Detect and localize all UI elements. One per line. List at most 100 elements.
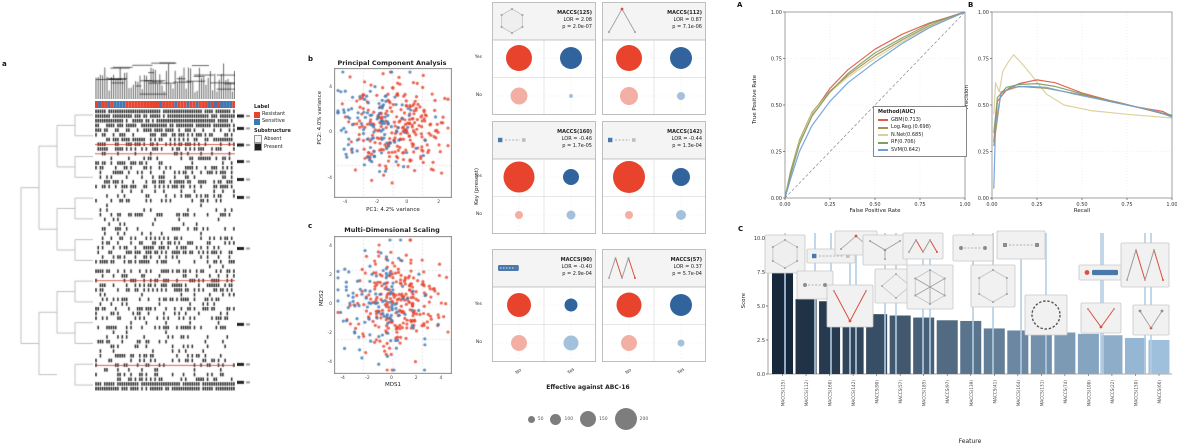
- bar: [772, 270, 794, 374]
- panel-letter-a: a: [2, 60, 7, 68]
- motif-dot: [607, 30, 611, 34]
- bar: [889, 315, 911, 374]
- curve-SVM(0.642): [784, 11, 966, 199]
- x-tick-label: 0.75: [914, 202, 925, 208]
- bubble-panel-border: [602, 121, 706, 234]
- motif-dot: [633, 30, 637, 34]
- bar-x-tick-label: MACCS(164): [1016, 380, 1021, 407]
- motif-line: [1100, 308, 1115, 328]
- motif-dot: [1126, 279, 1128, 281]
- y-tick-label: 0.25: [978, 150, 989, 156]
- legend-label-title: Label: [254, 104, 270, 110]
- bar: [1124, 337, 1146, 374]
- roc-legend-label: N.Net(0.685): [891, 131, 924, 138]
- motif-line: [884, 240, 901, 251]
- motif-inset: [970, 264, 1016, 308]
- bubble-header-bg: [603, 122, 705, 159]
- bubble-col-tick: No: [515, 368, 523, 376]
- bubble: [564, 298, 578, 312]
- motif-inset: [826, 284, 874, 328]
- bubble-panel-border: [492, 2, 596, 115]
- motif-line: [1144, 249, 1155, 281]
- panel-letter-C: C: [738, 225, 744, 233]
- motif-dot: [915, 239, 917, 241]
- bubble: [672, 168, 690, 186]
- bubble: [616, 292, 642, 318]
- header-stat-text: MACCS(125): [557, 10, 592, 16]
- y-tick-label: 0.0: [757, 372, 765, 378]
- bubble: [507, 293, 531, 317]
- motif-dot: [783, 266, 787, 270]
- legend-swatch: [254, 135, 262, 143]
- bar: [983, 328, 1005, 374]
- bubble-row-tick: No: [475, 212, 482, 217]
- motif-dot: [521, 25, 524, 29]
- panel-letter-b: b: [308, 55, 314, 63]
- y-tick-label: 0.75: [771, 57, 782, 63]
- motif-line: [1139, 310, 1152, 329]
- bar-x-tick-label: MACCS(74): [1063, 380, 1068, 404]
- motif-square: [522, 138, 526, 142]
- pca-x-axis-label: PC1: 4.2% variance: [366, 207, 420, 213]
- y-tick-label: -2: [327, 330, 333, 336]
- bubble-col-tick: Yes: [567, 367, 576, 376]
- y-tick-label: 0.00: [771, 196, 782, 202]
- panel-heatmap: a Label Resistant Sensitive Substructure Abs…: [0, 55, 310, 400]
- motif-line: [1150, 310, 1163, 329]
- motif-dot: [1084, 270, 1090, 275]
- panel-letter-c: c: [308, 222, 313, 230]
- bar-x-tick-label: MACCS(125): [781, 380, 786, 407]
- panel-bars: C Score 0.0 2.5 5.0 7.5 10.0 MACCS(125) MACCS(…: [735, 225, 1177, 448]
- x-tick-label: 0.25: [824, 202, 835, 208]
- motif-dot: [1162, 279, 1164, 281]
- motif-square: [1003, 243, 1007, 247]
- motif-dot: [521, 13, 524, 17]
- bubble-panel: MACCS(112)LOR = 0.87p = 7.1e-06: [602, 2, 706, 115]
- bar: [1054, 332, 1076, 374]
- bar-x-tick-label: MACCS(22): [1110, 380, 1115, 404]
- bubble: [563, 335, 579, 351]
- legend-item: Absent: [254, 135, 312, 143]
- bar: [1007, 330, 1029, 374]
- bubble-panel-border: [602, 2, 706, 115]
- motif-line: [621, 8, 636, 33]
- mds-x-axis-label: MDS1: [385, 382, 401, 388]
- x-tick-label: 0.25: [1031, 202, 1042, 208]
- bar-x-tick-label: MACCS(185): [922, 380, 927, 407]
- bubble-row-tick: Yes: [474, 55, 482, 60]
- bubbles-x-axis-label: Effective against ABC-16: [546, 384, 630, 391]
- motif-chip: [498, 265, 519, 271]
- roc-legend-item: Log.Reg.(0.698): [878, 124, 962, 132]
- motif-line: [621, 257, 629, 279]
- motif-line: [608, 8, 623, 33]
- motif-dot: [510, 31, 514, 35]
- motif-line: [869, 240, 886, 251]
- size-legend-value: 150: [599, 416, 608, 422]
- motif-dot: [803, 283, 807, 287]
- panel-roc: A True Positive Rate 0.00 0.25 0.50 0.75 1.0…: [735, 0, 975, 223]
- bubble: [566, 210, 576, 220]
- panel-bubbles: Key (present) MACCS(125) LOR = 2.08 p = 2.…: [468, 0, 708, 448]
- bubble-panel: MACCS(160)LOR = -0.46p = 1.7e-05: [492, 121, 596, 234]
- y-tick-label: -4: [327, 359, 333, 365]
- bar-x-tick-label: MACCS(112): [804, 380, 809, 407]
- size-legend-circle: [550, 413, 562, 425]
- diagonal-reference: [784, 11, 966, 199]
- bubble: [503, 161, 535, 193]
- motif-square: [608, 137, 613, 143]
- motif-dot: [895, 273, 897, 275]
- bubble: [510, 87, 528, 105]
- bubble: [511, 335, 527, 351]
- motif-dot: [620, 7, 624, 11]
- motif-square: [498, 137, 503, 143]
- legend-item: Sensitive: [254, 118, 312, 125]
- bubble-header-bg: [603, 3, 705, 40]
- bubble-header-bg: [603, 250, 705, 287]
- bar-x-tick-label: MACCS(160): [828, 380, 833, 407]
- y-tick-label: -4: [327, 175, 333, 181]
- motif-dot: [771, 245, 774, 249]
- header-stat-text: p = 7.1e-06: [672, 24, 702, 30]
- bubble-col-tick: Yes: [677, 367, 686, 376]
- roc-legend-swatch: [878, 141, 888, 144]
- y-tick-label: 7.5: [757, 270, 765, 276]
